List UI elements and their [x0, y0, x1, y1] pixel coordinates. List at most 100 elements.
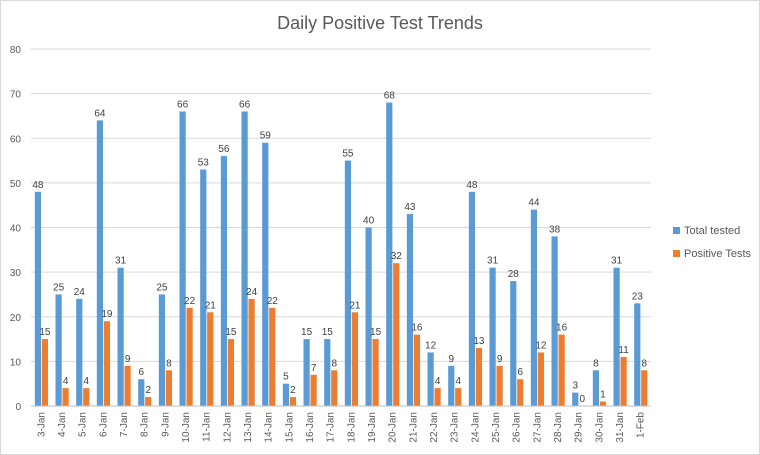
x-tick-label-16-Jan: 16-Jan [305, 412, 316, 443]
bar-total-tested-15-Jan [282, 383, 290, 406]
y-axis-tick-labels: 0 10 20 30 40 50 60 70 80 [10, 45, 22, 413]
legend: Total tested Positive Tests [673, 225, 752, 260]
bar-positive-tests-24-Jan [475, 347, 483, 406]
bar-total-tested-7-Jan [117, 267, 124, 406]
bar-positive-tests-10-Jan [186, 307, 193, 406]
x-tick-label-9-Jan: 9-Jan [160, 412, 171, 437]
x-axis-tick-labels: 3-Jan 4-Jan 5-Jan 6-Jan 7-Jan 8-Jan 9-Jan 10-Ja… [36, 412, 646, 443]
bar-positive-tests-27-Jan [537, 352, 545, 406]
x-tick-label-6-Jan: 6-Jan [98, 412, 109, 437]
data-label-total-tested-24-Jan: 48 [466, 180, 478, 191]
data-label-positive-tests-15-Jan: 2 [290, 385, 296, 396]
data-label-total-tested-12-Jan: 56 [218, 144, 230, 155]
data-label-positive-tests-1-Feb: 8 [641, 358, 647, 369]
data-label-positive-tests-5-Jan: 4 [83, 376, 89, 387]
bar-positive-tests-23-Jan [455, 388, 462, 406]
data-label-total-tested-18-Jan: 55 [342, 149, 354, 160]
x-tick-label-20-Jan: 20-Jan [388, 412, 399, 443]
x-tick-label-1-Feb: 1-Feb [636, 412, 647, 439]
data-labels: 4815254244641931962258662253215615662459… [32, 91, 647, 405]
x-tick-label-11-Jan: 11-Jan [202, 412, 213, 442]
data-label-positive-tests-18-Jan: 21 [349, 300, 361, 311]
x-tick-label-15-Jan: 15-Jan [284, 412, 295, 443]
data-label-positive-tests-8-Jan: 2 [145, 385, 151, 396]
legend-swatch-positive-tests [673, 250, 680, 257]
x-tick-label-17-Jan: 17-Jan [326, 412, 337, 443]
bar-total-tested-22-Jan [427, 352, 434, 406]
y-tick-label-50: 50 [10, 179, 22, 190]
x-tick-label-14-Jan: 14-Jan [264, 412, 275, 443]
data-label-total-tested-28-Jan: 38 [549, 224, 561, 235]
bar-positive-tests-8-Jan [145, 397, 152, 406]
data-label-total-tested-30-Jan: 8 [593, 358, 599, 369]
data-label-total-tested-3-Jan: 48 [32, 180, 44, 191]
y-tick-label-70: 70 [10, 90, 22, 101]
bar-total-tested-16-Jan [303, 339, 310, 406]
bar-positive-tests-4-Jan [62, 388, 69, 406]
x-tick-label-19-Jan: 19-Jan [367, 412, 378, 443]
bar-total-tested-26-Jan [510, 281, 517, 406]
bar-total-tested-21-Jan [406, 214, 414, 406]
bars [34, 102, 648, 407]
legend-swatch-total-tested [673, 227, 680, 234]
bar-positive-tests-14-Jan [269, 307, 276, 406]
x-tick-label-10-Jan: 10-Jan [181, 412, 192, 443]
x-tick-label-21-Jan: 21-Jan [408, 412, 419, 443]
data-label-positive-tests-17-Jan: 8 [331, 358, 337, 369]
data-label-positive-tests-7-Jan: 9 [125, 354, 131, 365]
data-label-positive-tests-21-Jan: 16 [411, 323, 423, 334]
y-tick-label-20: 20 [10, 313, 22, 324]
x-tick-label-30-Jan: 30-Jan [594, 412, 605, 443]
data-label-positive-tests-28-Jan: 16 [556, 323, 568, 334]
bar-positive-tests-9-Jan [165, 370, 173, 406]
data-label-positive-tests-14-Jan: 22 [267, 296, 279, 307]
bar-total-tested-13-Jan [241, 111, 248, 406]
bar-total-tested-29-Jan [572, 392, 579, 406]
data-label-total-tested-20-Jan: 68 [384, 91, 396, 102]
data-label-positive-tests-4-Jan: 4 [63, 376, 69, 387]
data-label-positive-tests-26-Jan: 6 [517, 367, 523, 378]
data-label-positive-tests-12-Jan: 15 [225, 327, 237, 338]
x-tick-label-26-Jan: 26-Jan [512, 412, 523, 443]
bar-positive-tests-18-Jan [351, 312, 359, 406]
bar-positive-tests-15-Jan [289, 397, 297, 406]
x-tick-label-29-Jan: 29-Jan [574, 412, 585, 443]
bar-total-tested-17-Jan [324, 339, 331, 406]
data-label-positive-tests-9-Jan: 8 [166, 358, 172, 369]
data-label-positive-tests-10-Jan: 22 [184, 296, 196, 307]
bar-total-tested-12-Jan [220, 156, 228, 406]
bar-positive-tests-13-Jan [248, 298, 255, 406]
bar-total-tested-4-Jan [55, 294, 62, 406]
bar-positive-tests-28-Jan [558, 334, 565, 406]
bar-total-tested-23-Jan [448, 365, 455, 406]
bar-positive-tests-3-Jan [41, 339, 49, 406]
y-tick-label-40: 40 [10, 224, 22, 235]
bar-total-tested-6-Jan [96, 120, 104, 407]
data-label-total-tested-10-Jan: 66 [177, 99, 189, 110]
data-label-total-tested-7-Jan: 31 [115, 256, 127, 267]
x-tick-label-23-Jan: 23-Jan [450, 412, 461, 443]
bar-positive-tests-6-Jan [103, 321, 111, 406]
bar-positive-tests-20-Jan [393, 263, 400, 406]
bar-total-tested-9-Jan [158, 294, 166, 406]
data-label-positive-tests-24-Jan: 13 [473, 336, 485, 347]
bar-total-tested-25-Jan [489, 267, 496, 406]
x-tick-label-31-Jan: 31-Jan [615, 412, 626, 443]
bar-positive-tests-31-Jan [620, 356, 627, 406]
data-label-positive-tests-6-Jan: 19 [101, 309, 113, 320]
data-label-positive-tests-30-Jan: 1 [600, 390, 606, 401]
y-tick-label-30: 30 [10, 268, 22, 279]
bar-positive-tests-5-Jan [83, 388, 90, 406]
x-tick-label-5-Jan: 5-Jan [78, 412, 89, 437]
bar-positive-tests-22-Jan [434, 388, 441, 406]
data-label-positive-tests-20-Jan: 32 [391, 251, 403, 262]
gridlines [31, 48, 651, 362]
x-tick-label-13-Jan: 13-Jan [243, 412, 254, 443]
data-label-total-tested-4-Jan: 25 [53, 282, 65, 293]
data-label-positive-tests-11-Jan: 21 [205, 300, 217, 311]
bar-total-tested-27-Jan [530, 209, 538, 406]
bar-positive-tests-19-Jan [372, 339, 379, 406]
bar-total-tested-19-Jan [365, 227, 372, 406]
